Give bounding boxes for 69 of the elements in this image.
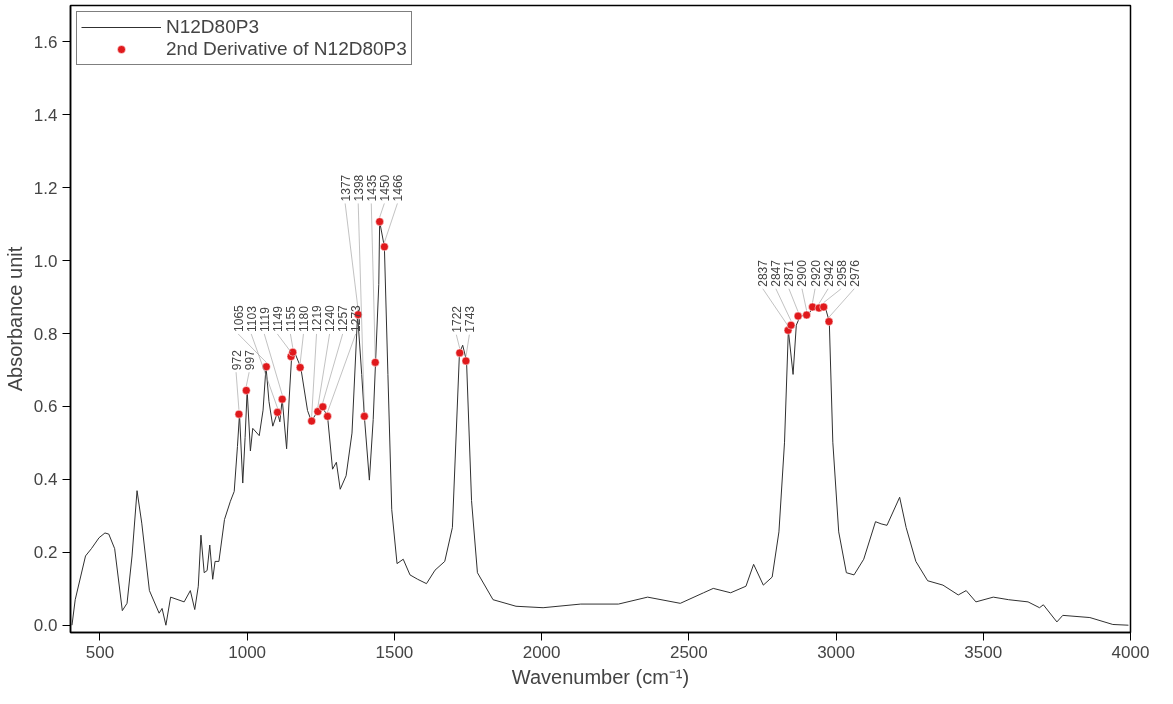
point (273, 408, 282, 417)
annotation: 1240 (323, 304, 338, 332)
y-tick-label: 0.6 (33, 397, 58, 417)
annotation: 2976 (847, 259, 862, 287)
annotation: 1273 (349, 304, 364, 332)
y-tick-label: 1.4 (33, 105, 58, 125)
point (323, 412, 332, 421)
point (288, 347, 298, 357)
annotation: 1466 (390, 174, 405, 202)
point (793, 311, 803, 321)
point (455, 348, 465, 358)
point (360, 412, 369, 421)
annotation: 1119 (257, 306, 272, 332)
annotation: 1743 (462, 305, 477, 333)
annotation: 2958 (834, 259, 849, 287)
annotation: 1722 (449, 305, 464, 333)
point (802, 310, 811, 320)
annotation: 1435 (364, 174, 379, 202)
annotation: 1219 (310, 304, 325, 332)
x-tick-label: 1000 (228, 642, 267, 662)
point (461, 356, 471, 366)
annotation: 1180 (296, 305, 311, 332)
legend-label: N12D80P3 (166, 16, 259, 38)
point (313, 407, 323, 416)
annotation: 1065 (231, 304, 246, 332)
x-tick-label: 2000 (522, 642, 561, 662)
point (242, 386, 251, 395)
point (277, 394, 287, 404)
point (234, 409, 244, 419)
annotation: 997 (242, 349, 257, 371)
annotation: 1155 (283, 305, 298, 332)
annotation: 1377 (338, 174, 353, 202)
annotation: 2942 (821, 259, 836, 287)
point (307, 416, 316, 426)
point (380, 242, 389, 252)
annotation: 1398 (351, 174, 366, 202)
annotation: 2837 (756, 259, 771, 287)
point (786, 320, 796, 330)
x-axis-title: Wavenumber (cm⁻¹) (511, 665, 690, 688)
y-axis-title: Absorbance unit (3, 246, 26, 392)
y-tick-label: 0.4 (33, 470, 58, 490)
x-tick-label: 2500 (669, 642, 708, 662)
annotation: 1149 (270, 305, 285, 332)
x-tick-label: 1500 (375, 642, 414, 662)
annotation: 1450 (377, 174, 392, 202)
y-tick-label: 1.2 (33, 178, 58, 198)
point (375, 217, 384, 226)
x-tick-label: 4000 (1111, 642, 1150, 662)
annotation: 1103 (244, 305, 259, 332)
legend-label: 2nd Derivative of N12D80P3 (166, 38, 407, 60)
point (295, 363, 305, 372)
annotation: 2920 (808, 259, 823, 287)
y-tick-label: 0.2 (33, 543, 58, 563)
annotation: 2900 (795, 259, 810, 287)
annotation: 2871 (782, 259, 797, 287)
y-tick-label: 1.6 (33, 32, 58, 52)
point (371, 358, 380, 367)
point (318, 402, 328, 412)
y-tick-label: 1.0 (33, 251, 58, 271)
annotation: 972 (229, 349, 244, 371)
x-tick-label: 500 (85, 642, 115, 662)
point (819, 302, 828, 312)
annotation: 1257 (336, 304, 351, 332)
x-tick-label: 3000 (817, 642, 855, 662)
point (824, 317, 834, 326)
x-tick-label: 3500 (964, 642, 1003, 662)
y-tick-label: 0.8 (33, 324, 58, 344)
y-tick-label: 0.0 (33, 616, 58, 636)
annotation: 2847 (769, 259, 784, 287)
